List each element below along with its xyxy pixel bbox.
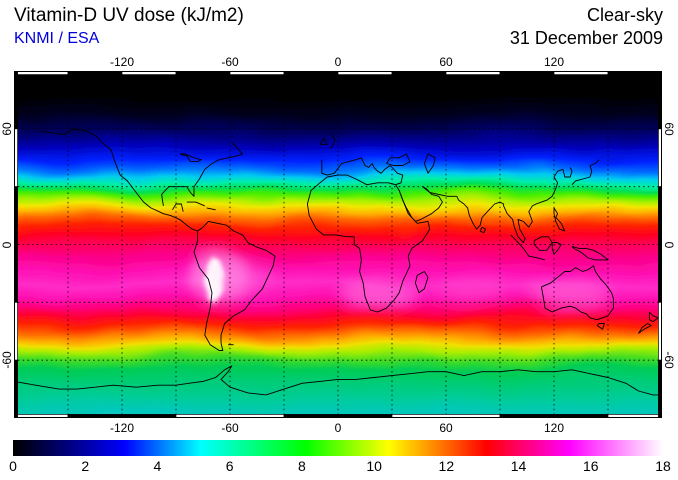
- page-title: Vitamin-D UV dose (kJ/m2): [14, 5, 244, 26]
- lon-tick-label-top: 120: [543, 55, 565, 69]
- australia-max: [527, 279, 610, 310]
- date-label: 31 December 2009: [509, 28, 663, 48]
- source-credit: KNMI / ESA: [14, 30, 100, 47]
- colorbar-tick-label: 14: [510, 458, 527, 474]
- andes-high-altitude: [206, 258, 225, 305]
- colorbar-tick-label: 10: [366, 458, 382, 474]
- sky-condition-label: Clear-sky: [586, 5, 663, 25]
- lon-tick-label-bottom: 60: [439, 421, 453, 435]
- colorbar-tick-label: 18: [655, 458, 671, 474]
- colorbar-tick-label: 2: [81, 458, 90, 474]
- lon-tick-label-bottom: -120: [109, 421, 135, 435]
- colorbar-tick-label: 4: [153, 458, 162, 474]
- lon-tick-label-top: -120: [109, 55, 135, 69]
- ethiopia-highlands: [397, 217, 420, 237]
- colorbar-tick-label: 8: [297, 458, 306, 474]
- graticule: [18, 75, 658, 414]
- lon-tick-label-top: 60: [439, 55, 453, 69]
- lat-tick-label-right: 60: [662, 122, 676, 136]
- map-frame: [14, 71, 662, 418]
- colorbar-tick-label: 16: [582, 458, 599, 474]
- lon-tick-label-top: 0: [334, 55, 342, 69]
- indian-ocean-max: [433, 281, 513, 305]
- lon-tick-label-bottom: 0: [334, 421, 342, 435]
- lon-tick-label-bottom: 120: [543, 421, 565, 435]
- lat-tick-label-right: 0: [662, 241, 676, 248]
- brazil-max: [222, 261, 274, 289]
- coastlines: [14, 128, 662, 396]
- colorbar: [13, 440, 663, 456]
- colorbar-tick-label: 6: [225, 458, 234, 474]
- lat-tick-label-left: 0: [0, 241, 14, 248]
- colorbar-tick-label: 0: [9, 458, 17, 474]
- lat-tick-label-right: -60: [662, 351, 676, 369]
- colorbar-tick-label: 12: [438, 458, 455, 474]
- south-africa-max: [339, 279, 416, 310]
- lat-tick-label-left: -60: [0, 351, 14, 369]
- lat-tick-label-left: 60: [0, 122, 14, 136]
- lon-tick-label-bottom: -60: [221, 421, 239, 435]
- world-map-plot: [14, 71, 662, 418]
- lon-tick-label-top: -60: [221, 55, 239, 69]
